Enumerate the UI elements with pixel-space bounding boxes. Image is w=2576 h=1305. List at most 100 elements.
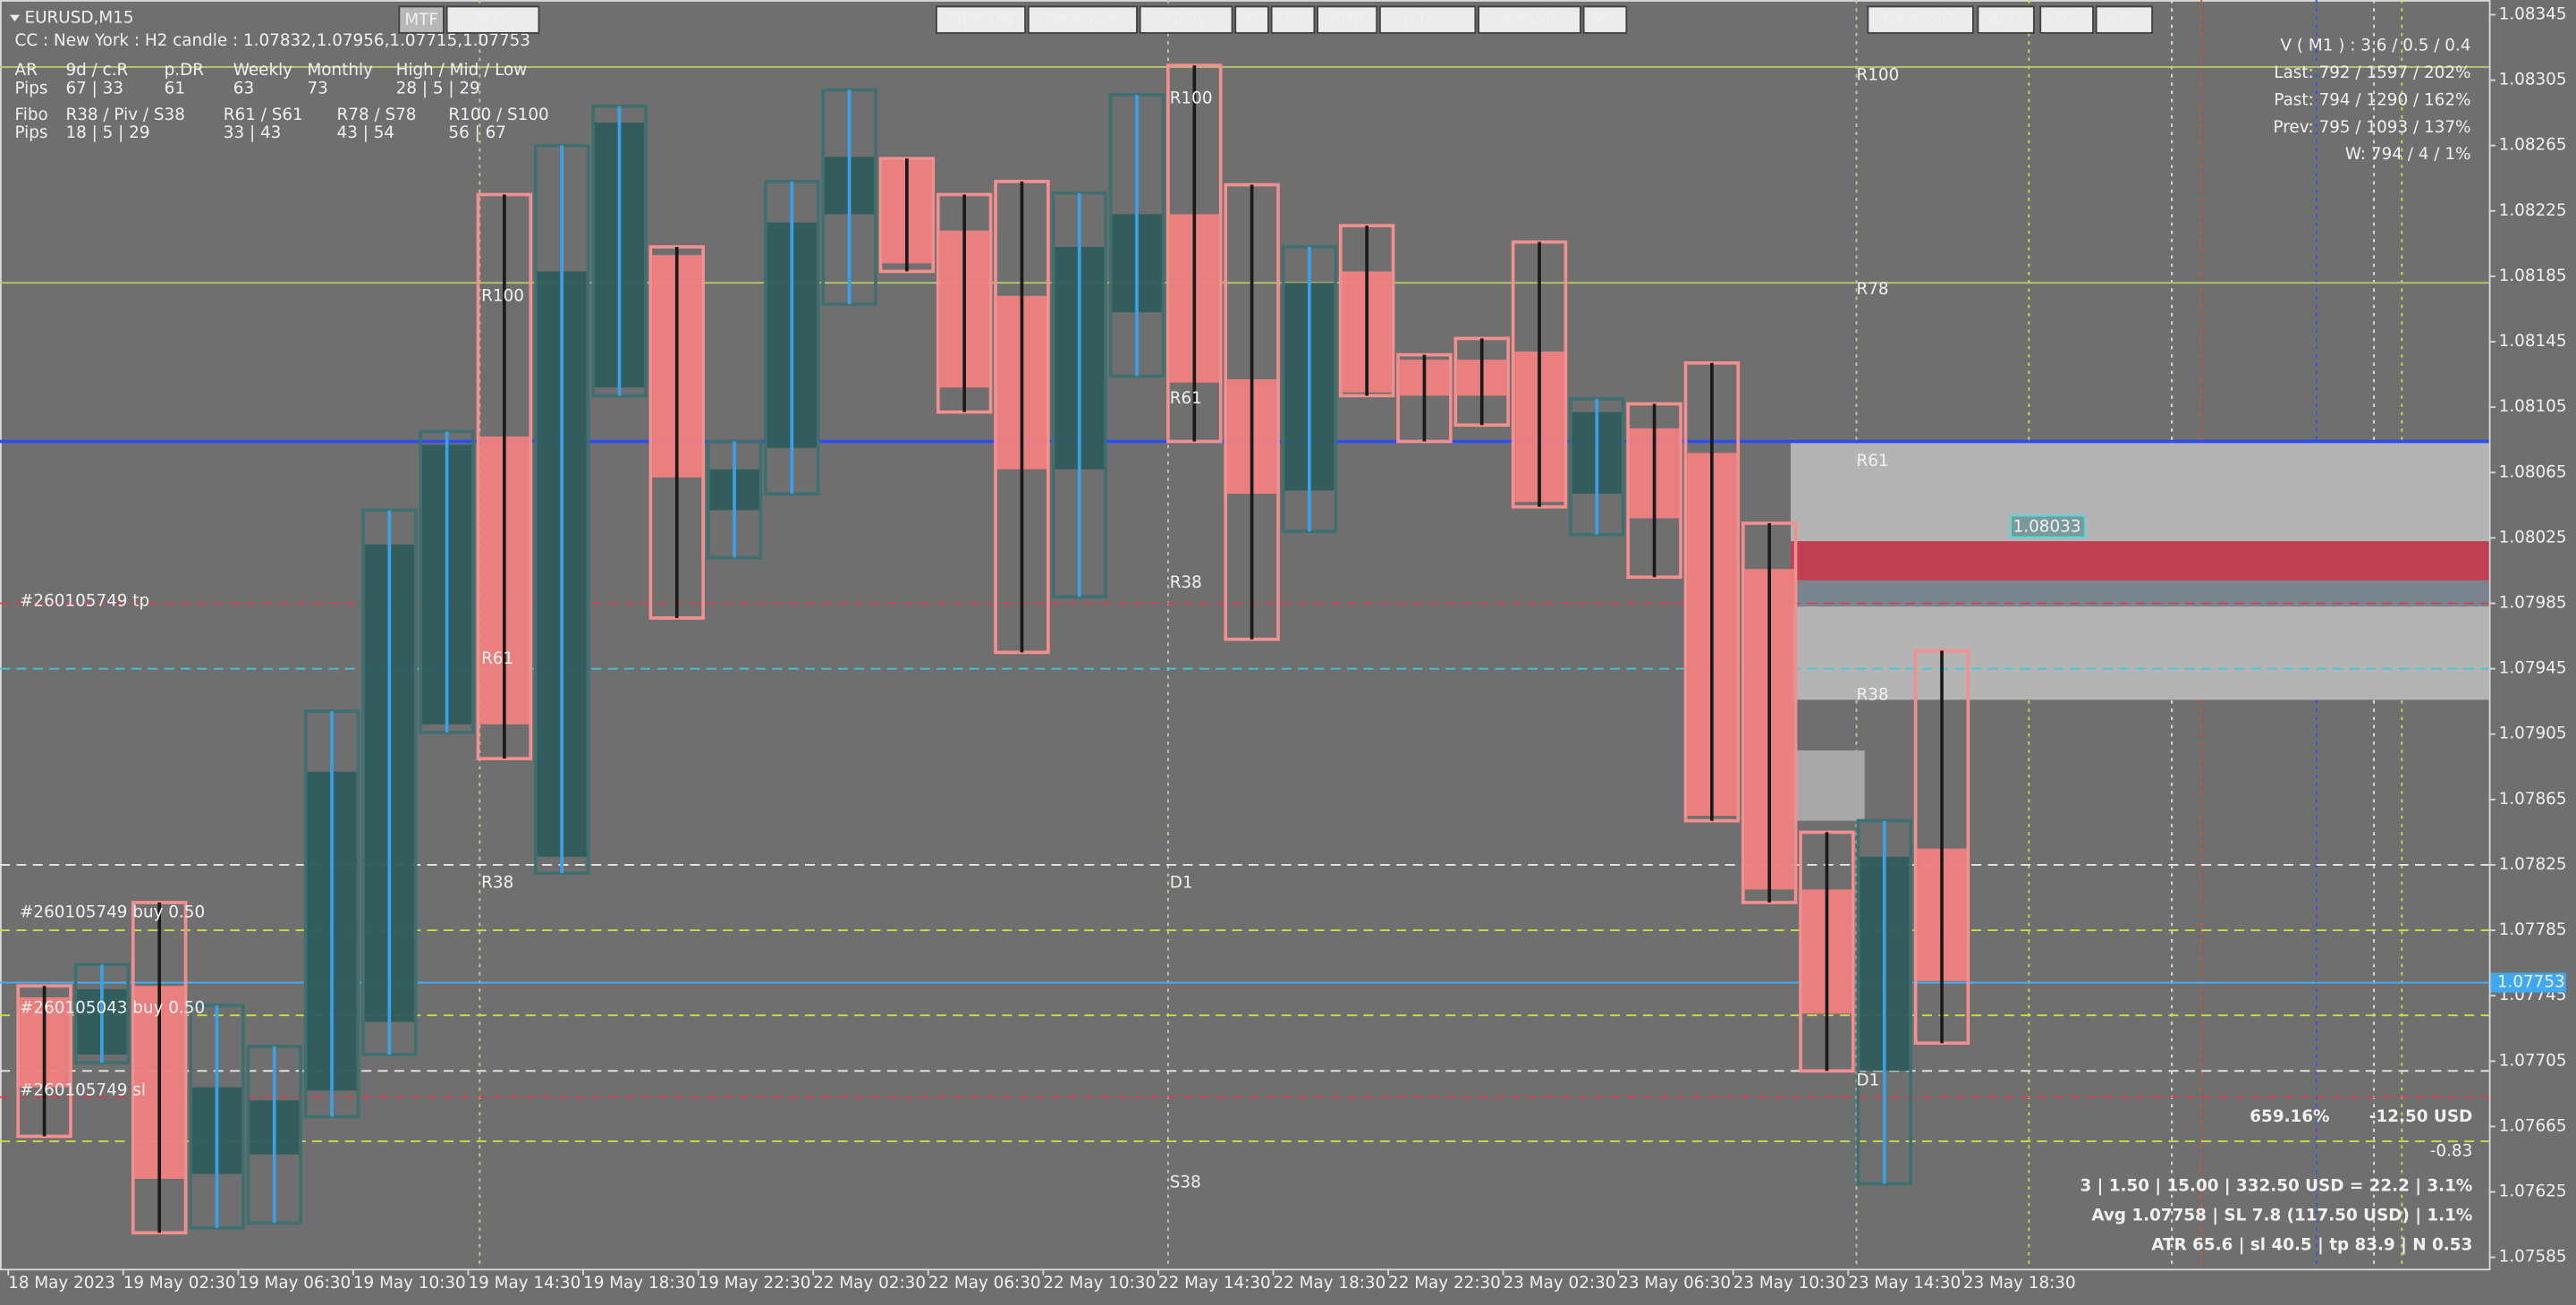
toolbar-button[interactable] [2039,5,2094,34]
trade-line: ATR 65.6 | sl 40.5 | tp 83.9 | N 0.53 [2151,1236,2472,1255]
trade-pnl-pips: -0.83 [2430,1142,2472,1161]
volatility-line: W: 794 / 4 / 1% [2345,145,2471,164]
fib-label: R100 [1857,66,1900,85]
x-tick-label: 19 May 02:30 [123,1274,236,1292]
candles [16,64,1970,1235]
y-tick-label: 1.08305 [2499,71,2567,89]
fib-label: S38 [1170,1174,1201,1192]
toolbar-button[interactable] [1270,5,1316,34]
toolbar-button-label[interactable]: Daily [1165,11,1208,30]
x-tick-label: 18 May 2023 [8,1274,115,1292]
fib-label: R100 [1170,89,1213,108]
y-tick-label: 1.08105 [2499,397,2567,416]
toolbar-button[interactable] [1027,5,1138,34]
info-cell: Monthly [307,61,373,80]
info-cell: 18 | 5 | 29 [65,123,149,142]
info-cell: R78 / S78 [337,106,417,124]
x-tick-label: 23 May 06:30 [1618,1274,1731,1292]
fib-label: R61 [1170,389,1202,408]
x-tick-label: 19 May 06:30 [238,1274,351,1292]
toolbar-button-label[interactable]: Q70 [1276,11,1310,30]
y-tick-label: 1.08225 [2499,201,2567,220]
y-tick-label: 1.07585 [2499,1248,2567,1267]
y-tick-label: 1.08265 [2499,136,2567,155]
toolbar-button-label[interactable]: M1 [1593,11,1618,30]
y-tick-label: 1.07945 [2499,659,2567,678]
x-tick-label: 19 May 10:30 [353,1274,466,1292]
x-tick-label: 23 May 18:30 [1963,1274,2076,1292]
toolbar-button-label[interactable]: FIBS ON [948,11,1014,30]
toolbar-button[interactable] [445,5,540,34]
x-tick-label: 22 May 18:30 [1273,1274,1385,1292]
y-tick-label: 1.07665 [2499,1116,2567,1135]
info-cell: Weekly [233,61,292,80]
toolbar-button[interactable] [936,5,1027,34]
info-cell: 43 | 54 [337,123,395,142]
info-cell: 73 [307,79,327,97]
plot-frame [0,0,2491,1271]
x-tick-label: 22 May 10:30 [1043,1274,1156,1292]
toolbar-button-label[interactable]: s.Fix [2106,11,2143,30]
info-cell: R100 / S100 [448,106,548,124]
toolbar-button-label[interactable]: H2 [2055,11,2078,30]
fib-label: D1 [1857,1071,1880,1089]
toolbar-button-label[interactable]: p.Low [1403,11,1452,30]
price-tag-box [2490,972,2566,993]
toolbar-button-label[interactable]: MTF [404,11,438,30]
x-tick-label: 23 May 14:30 [1848,1274,1961,1292]
trade-line: Avg 1.07758 | SL 7.8 (117.50 USD) | 1.1% [2091,1207,2472,1225]
price-zone [1791,580,2489,607]
toolbar-button[interactable] [2095,5,2154,34]
toolbar-button-label[interactable]: AE [1241,11,1263,30]
info-cell: p.DR [165,61,205,80]
toolbar-button[interactable] [1582,5,1628,34]
volatility-line: Past: 794 / 1290 / 162% [2274,90,2470,109]
trade-pnl-usd: -12.50 USD [2369,1107,2472,1126]
y-tick-label: 1.07985 [2499,593,2567,612]
x-tick-label: 22 May 14:30 [1158,1274,1271,1292]
y-tick-label: 1.07905 [2499,725,2567,743]
info-cell: Fibo [15,106,48,124]
price-tag: 1.07753 [2497,973,2565,992]
trade-line: 3 | 1.50 | 15.00 | 332.50 USD = 22.2 | 3… [2080,1176,2472,1195]
toolbar-button-label[interactable]: WB1 [1987,11,2024,30]
volatility-line: Prev: 795 / 1093 / 137% [2274,118,2471,137]
toolbar-button-label[interactable]: New York [1045,11,1120,30]
x-tick-label: 22 May 02:30 [813,1274,926,1292]
toolbar-button[interactable] [1867,5,1974,34]
y-tick-label: 1.07625 [2499,1182,2567,1201]
info-cell: 61 [165,79,185,97]
fib-label: R61 [1857,452,1889,470]
toolbar-button[interactable] [1977,5,2035,34]
toolbar-button[interactable] [1317,5,1378,34]
toolbar-button[interactable] [1478,5,1581,34]
toolbar-button[interactable] [398,5,445,34]
price-zone [1791,541,2489,580]
menu-arrow[interactable] [10,14,21,21]
volatility-line: V ( M1 ) : 3.6 / 0.5 / 0.4 [2280,37,2470,55]
info-cell: Pips [15,123,48,142]
info-cell: 28 | 5 | 29 [396,79,480,97]
info-cell: 33 | 43 [224,123,282,142]
price-zone [1791,750,1865,821]
y-tick-label: 1.08145 [2499,332,2567,351]
candle-info: CC : New York : H2 candle : 1.07832,1.07… [15,31,530,50]
toolbar-button-label[interactable]: New York [1883,11,1958,30]
x-tick-label: 23 May 02:30 [1504,1274,1616,1292]
toolbar-button[interactable] [1234,5,1269,34]
toolbar-button-label[interactable]: M15 [475,11,510,30]
fib-label: R78 [1857,280,1889,299]
toolbar-button-label[interactable]: ADR [1329,11,1365,30]
toolbar-button-label[interactable]: c.Pivot [1503,11,1557,30]
info-cell: R38 / Piv / S38 [65,106,184,124]
toolbar-button[interactable] [1378,5,1477,34]
x-tick-label: 19 May 14:30 [468,1274,580,1292]
info-cell: 56 | 67 [448,123,506,142]
x-tick-label: 22 May 22:30 [1388,1274,1501,1292]
fib-label: D1 [1170,873,1193,892]
order-label: #260105749 buy 0.50 [20,903,205,922]
fib-label: R61 [481,649,513,668]
toolbar-button[interactable] [1139,5,1233,34]
